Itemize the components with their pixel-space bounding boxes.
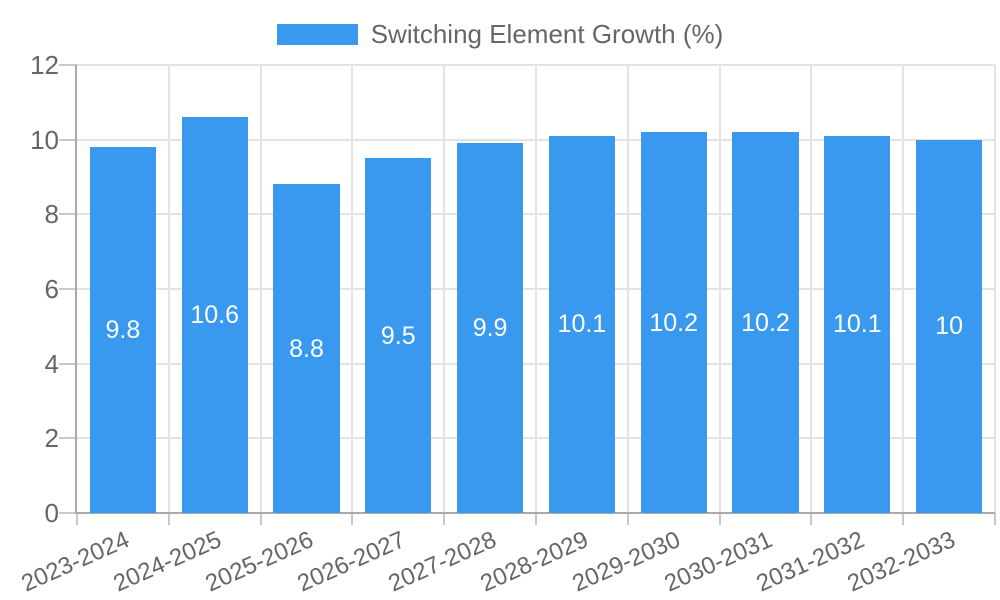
v-gridline (902, 65, 905, 513)
bar (365, 158, 432, 513)
x-tick (994, 513, 996, 525)
bar-value-label: 9.9 (472, 314, 508, 343)
bar-value-label: 10.2 (741, 308, 790, 337)
v-gridline (351, 65, 354, 513)
v-gridline (810, 65, 813, 513)
bar-value-label: 10.6 (190, 301, 240, 330)
y-tick-label: 10 (30, 124, 59, 155)
bar (548, 135, 615, 513)
v-gridline (535, 65, 537, 513)
x-axis-line (75, 512, 995, 514)
x-tick (902, 513, 905, 525)
y-tick (59, 437, 77, 440)
v-gridline (443, 65, 446, 513)
bar (457, 143, 524, 513)
x-tick (535, 513, 537, 525)
bar (732, 132, 799, 513)
y-tick-label: 2 (44, 423, 59, 454)
x-tick (259, 513, 262, 525)
x-tick (443, 513, 446, 525)
bar (273, 184, 340, 513)
bar-value-label: 10.2 (649, 308, 699, 337)
y-tick-label: 12 (30, 50, 59, 80)
y-tick (59, 213, 77, 216)
y-axis-line (75, 65, 77, 513)
x-tick (718, 513, 721, 525)
legend[interactable]: Switching Element Growth (%) (0, 20, 1000, 48)
y-tick (59, 64, 77, 66)
y-tick-label: 8 (44, 199, 59, 230)
bar-value-label: 8.8 (289, 334, 324, 363)
y-tick (59, 138, 77, 141)
bar-value-label: 10.1 (832, 310, 882, 339)
v-gridline (718, 65, 721, 513)
y-tick (59, 362, 77, 365)
bar (89, 147, 156, 513)
bar (916, 139, 983, 513)
v-gridline (167, 65, 170, 513)
y-tick-label: 6 (44, 274, 59, 304)
v-gridline (626, 65, 629, 513)
bar (640, 132, 707, 513)
bar-value-label: 9.5 (380, 321, 416, 350)
y-tick (59, 512, 77, 514)
bar-value-label: 10 (935, 312, 963, 341)
x-tick (76, 513, 78, 525)
bar-value-label: 10.1 (557, 310, 607, 339)
v-gridline (994, 65, 996, 513)
bar-value-label: 9.8 (105, 316, 141, 345)
legend-label: Switching Element Growth (%) (370, 19, 724, 49)
bar (824, 135, 891, 513)
bar (181, 117, 248, 513)
x-tick (351, 513, 354, 525)
legend-swatch-icon (276, 23, 358, 45)
x-tick (167, 513, 170, 525)
y-tick-label: 0 (44, 498, 59, 528)
v-gridline (259, 65, 262, 513)
x-tick (810, 513, 813, 525)
y-tick-label: 4 (44, 348, 59, 379)
y-tick (59, 288, 77, 290)
x-tick (626, 513, 629, 525)
